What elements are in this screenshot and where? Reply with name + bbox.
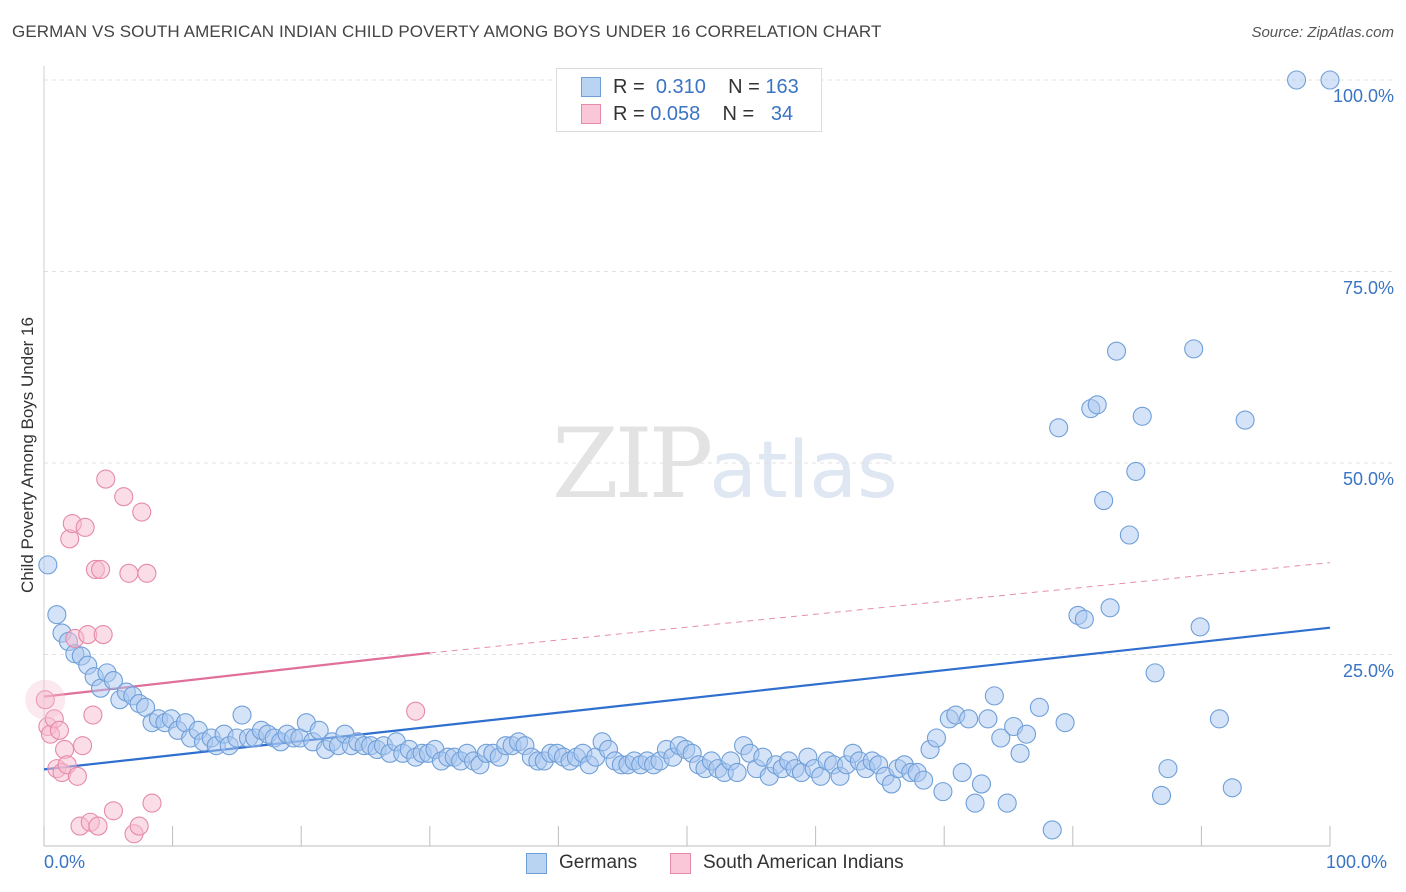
data-point-germans	[933, 782, 953, 802]
data-point-south-american-indians	[96, 469, 116, 489]
legend-row-south-american-indians: R = 0.058 N = 34	[581, 103, 793, 125]
data-point-south-american-indians	[142, 793, 162, 813]
data-point-germans	[47, 605, 67, 625]
data-point-germans	[1126, 461, 1146, 481]
data-point-germans	[1222, 778, 1242, 798]
series-legend-germans: Germans	[526, 852, 637, 874]
watermark-atlas: atlas	[709, 426, 898, 516]
legend-r-label: R =	[613, 75, 645, 98]
legend-r-value: 0.310	[655, 75, 706, 98]
data-point-south-american-indians-large	[25, 679, 66, 720]
series-swatch-south-american-indians	[670, 852, 691, 874]
data-point-south-american-indians	[75, 517, 95, 537]
data-point-germans	[1087, 395, 1107, 415]
data-point-germans	[914, 770, 934, 790]
source-credit: Source: ZipAtlas.com	[1251, 24, 1394, 41]
chart-title: GERMAN VS SOUTH AMERICAN INDIAN CHILD PO…	[12, 22, 882, 41]
series-legend-south-american-indians: South American Indians	[670, 852, 904, 874]
grid-layer	[44, 79, 1396, 655]
data-point-south-american-indians	[88, 816, 108, 836]
y-tick-label: 25.0%	[1342, 660, 1394, 681]
data-point-south-american-indians	[67, 766, 87, 786]
data-point-germans	[1132, 406, 1152, 426]
legend-n-label: N =	[722, 102, 755, 125]
legend-swatch-germans	[581, 77, 601, 97]
series-legend: Germans South American Indians	[0, 852, 1406, 876]
data-point-germans	[232, 705, 252, 725]
data-point-germans	[1184, 339, 1204, 359]
data-point-germans	[1287, 70, 1307, 90]
series-label-germans: Germans	[559, 852, 638, 873]
data-point-south-american-indians	[114, 487, 134, 507]
legend-row-germans: R = 0.310 N = 163	[581, 76, 799, 98]
x-tick-label-max: 100.0%	[1326, 852, 1388, 872]
data-point-germans	[991, 728, 1011, 748]
data-point-germans	[1151, 785, 1172, 805]
data-point-germans	[1320, 70, 1340, 90]
y-tick-label: 75.0%	[1342, 277, 1394, 298]
data-point-south-american-indians	[35, 690, 55, 710]
data-point-germans	[1235, 410, 1255, 430]
watermark-zip: ZIP	[552, 408, 713, 520]
x-tick-label-min: 0.0%	[44, 852, 86, 872]
data-point-germans	[978, 709, 998, 729]
data-point-germans	[1029, 697, 1049, 717]
legend-n-value: 34	[770, 102, 794, 125]
data-point-germans	[1010, 743, 1030, 763]
y-tick-label: 100.0%	[1332, 86, 1394, 106]
legend-swatch-south-american-indians	[581, 104, 601, 124]
data-point-germans	[1055, 713, 1075, 733]
data-point-germans	[1074, 609, 1094, 629]
data-point-south-american-indians	[83, 705, 103, 725]
data-point-south-american-indians	[129, 816, 149, 836]
data-point-germans	[309, 720, 329, 740]
data-point-germans	[1106, 341, 1127, 361]
data-point-germans	[1042, 820, 1062, 840]
data-point-germans	[997, 793, 1017, 813]
data-point-germans	[965, 793, 985, 813]
y-tick-label: 50.0%	[1342, 469, 1394, 489]
data-point-germans	[1100, 598, 1120, 618]
data-point-germans	[1049, 418, 1069, 438]
data-point-south-american-indians	[406, 701, 426, 721]
data-point-south-american-indians	[91, 559, 111, 580]
data-point-germans	[1158, 759, 1178, 779]
data-point-south-american-indians	[132, 502, 152, 522]
data-point-germans	[1190, 617, 1210, 637]
data-point-south-american-indians	[103, 801, 123, 821]
data-point-south-american-indians	[137, 563, 157, 583]
trendline-south-american-indians-extension	[429, 562, 1331, 654]
data-point-germans	[38, 555, 58, 575]
data-point-south-american-indians	[49, 720, 69, 740]
data-point-germans	[1209, 709, 1229, 729]
data-point-germans	[1119, 525, 1139, 545]
data-point-germans	[103, 670, 123, 691]
y-axis-label: Child Poverty Among Boys Under 16	[18, 317, 37, 593]
legend-n-label: N =	[728, 75, 760, 98]
series-swatch-germans	[526, 852, 547, 874]
data-point-germans	[1016, 724, 1037, 744]
watermark: ZIPatlas	[552, 408, 898, 520]
data-point-south-american-indians	[73, 736, 93, 756]
data-point-germans	[1094, 490, 1114, 511]
data-point-south-american-indians	[119, 563, 139, 583]
data-point-germans	[959, 709, 979, 729]
points-layer	[25, 70, 1340, 844]
data-point-germans	[971, 774, 992, 794]
data-point-germans	[952, 762, 972, 783]
data-point-south-american-indians	[93, 625, 113, 645]
data-point-germans	[926, 728, 947, 748]
stats-legend: R = 0.310 N = 163 R = 0.058 N = 34	[556, 68, 822, 132]
legend-r-label: R =	[613, 102, 645, 125]
data-point-germans	[984, 686, 1004, 706]
legend-n-value: 163	[765, 75, 799, 98]
data-point-germans	[727, 762, 747, 783]
legend-r-value: 0.058	[650, 102, 701, 125]
axis-layer	[43, 66, 1331, 847]
series-label-south-american-indians: South American Indians	[703, 852, 904, 873]
data-point-germans	[1145, 663, 1165, 683]
